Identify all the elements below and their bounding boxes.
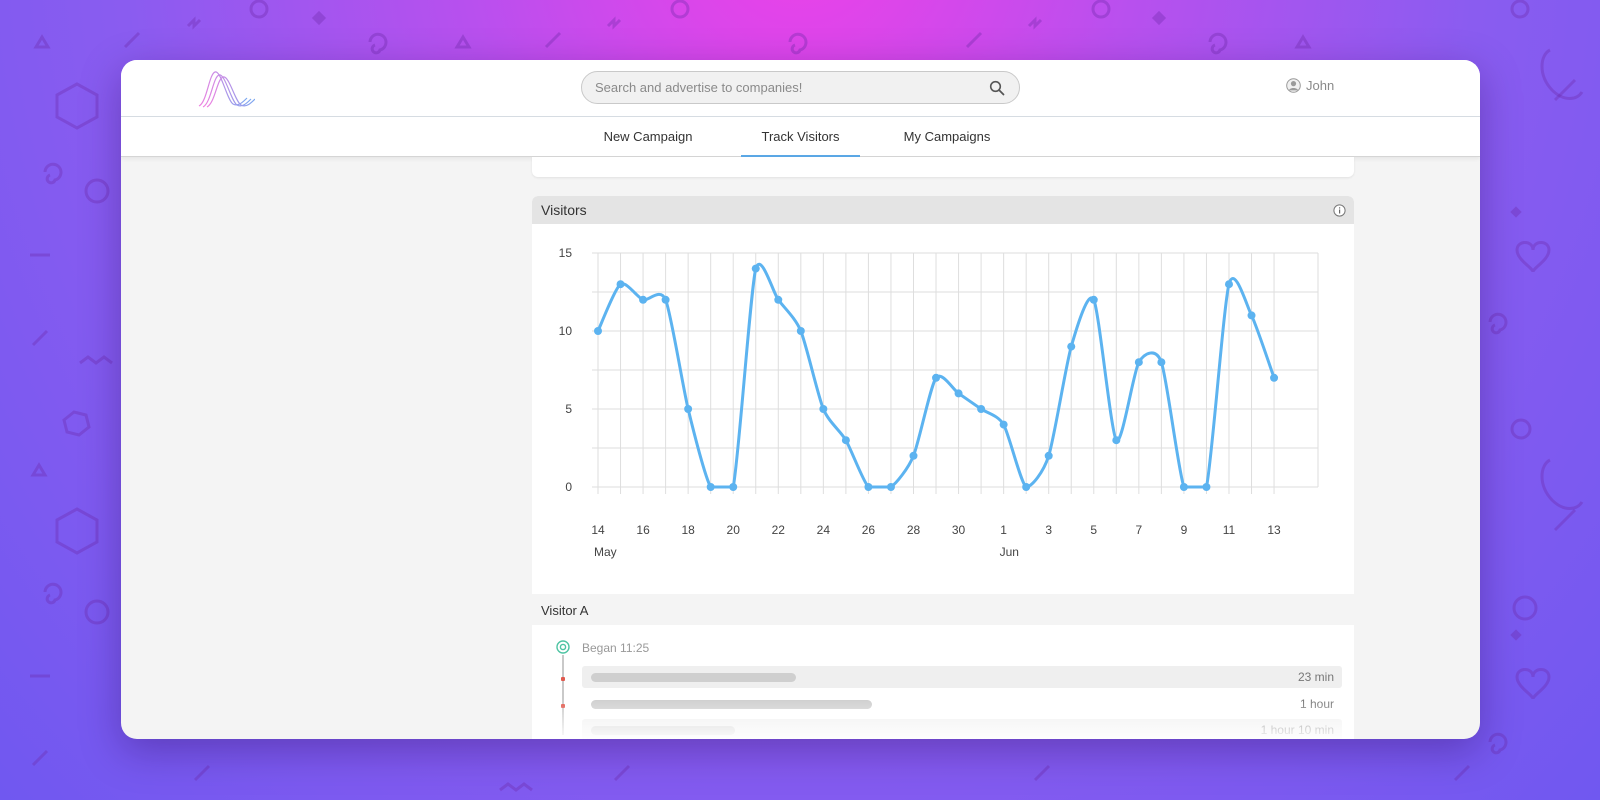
data-point [1044, 451, 1053, 460]
timeline-marker [561, 677, 565, 681]
data-point [774, 295, 783, 304]
x-tick-label: 22 [772, 523, 786, 537]
x-tick-label: 1 [1000, 523, 1007, 537]
data-point [1179, 483, 1188, 491]
tab-my-campaigns[interactable]: My Campaigns [903, 129, 991, 144]
data-point [932, 373, 941, 382]
session-row[interactable]: 1 hour [582, 693, 1342, 715]
x-tick-label: 13 [1267, 523, 1281, 537]
data-point [1224, 280, 1233, 289]
x-tick-label: 26 [862, 523, 876, 537]
nav-tabs: New Campaign Track Visitors My Campaigns [121, 117, 1480, 157]
data-point [796, 327, 805, 335]
data-point [1134, 358, 1143, 367]
session-start-time: Began 11:25 [582, 641, 650, 655]
data-point [1157, 358, 1166, 367]
x-tick-label: 9 [1181, 523, 1188, 537]
data-point [729, 483, 738, 491]
data-point [819, 405, 828, 413]
timeline-line [562, 655, 564, 735]
visitor-header: Visitor A [532, 594, 1354, 625]
data-point [841, 436, 850, 445]
x-tick-label: 28 [907, 523, 921, 537]
data-point [1067, 342, 1076, 351]
session-row[interactable]: 23 min [582, 666, 1342, 688]
session-duration-bar [591, 673, 796, 682]
x-tick-label: 5 [1090, 523, 1097, 537]
session-duration-bar [591, 726, 735, 735]
data-point [1270, 373, 1279, 382]
x-tick-label: 18 [681, 523, 695, 537]
user-avatar-icon [1286, 78, 1301, 93]
x-tick-label: 14 [591, 523, 605, 537]
data-point [1112, 436, 1121, 445]
data-point [999, 420, 1008, 429]
x-tick-label: 7 [1136, 523, 1143, 537]
app-window: John New Campaign Track Visitors My Camp… [121, 60, 1480, 739]
data-point [684, 405, 693, 413]
x-tick-label: 20 [727, 523, 741, 537]
data-point [1022, 483, 1031, 491]
data-point [616, 280, 625, 289]
search-input[interactable] [595, 72, 975, 103]
data-point [1089, 295, 1098, 304]
user-name: John [1306, 78, 1335, 93]
x-tick-label: 24 [817, 523, 831, 537]
tab-track-visitors[interactable]: Track Visitors [741, 117, 860, 157]
timeline-start-icon [556, 640, 570, 654]
visitor-name: Visitor A [541, 603, 589, 618]
search-box [581, 71, 1020, 104]
x-month-label: May [594, 545, 617, 559]
visitor-sessions: Began 11:25 23 min 1 hour 1 hour 10 min [532, 625, 1354, 739]
previous-card-bottom [532, 157, 1354, 177]
tab-new-campaign[interactable]: New Campaign [603, 129, 693, 144]
x-tick-label: 30 [952, 523, 966, 537]
logo[interactable] [197, 70, 255, 108]
data-point [1247, 311, 1256, 320]
search-icon[interactable] [989, 80, 1005, 96]
visitors-card: Visitors 0 5 10 15 14 16 18 20 22 24 26 28 30 1 3 5 7 9 11… [532, 196, 1354, 594]
data-point [909, 451, 918, 460]
x-tick-label: 11 [1223, 523, 1236, 537]
session-duration-bar [591, 700, 872, 709]
x-tick-label: 3 [1045, 523, 1052, 537]
top-bar: John [121, 60, 1480, 117]
visitors-card-header: Visitors [532, 196, 1354, 224]
data-point [1202, 483, 1211, 491]
user-menu[interactable]: John [1286, 78, 1334, 93]
y-tick-label: 15 [559, 246, 573, 260]
info-icon[interactable] [1333, 204, 1346, 217]
timeline-marker [561, 704, 565, 708]
data-point [639, 295, 648, 304]
visitors-card-title: Visitors [541, 202, 587, 218]
session-duration: 1 hour 10 min [1260, 723, 1334, 737]
data-point [864, 483, 873, 491]
visitor-timeline: Visitor A Began 11:25 23 min 1 hour 1 ho… [532, 594, 1354, 739]
y-tick-label: 10 [559, 324, 573, 338]
data-point [751, 264, 760, 273]
data-point [661, 295, 670, 304]
session-duration: 23 min [1297, 670, 1334, 684]
data-point [977, 405, 986, 413]
data-point [594, 327, 602, 335]
data-point [954, 389, 963, 398]
session-duration: 1 hour [1299, 697, 1334, 711]
y-tick-label: 5 [565, 402, 572, 416]
session-row[interactable]: 1 hour 10 min [582, 719, 1342, 739]
y-tick-label: 0 [565, 480, 572, 494]
data-point [886, 483, 895, 491]
data-point [706, 483, 715, 491]
x-month-label: Jun [1000, 545, 1019, 559]
x-tick-label: 16 [636, 523, 650, 537]
